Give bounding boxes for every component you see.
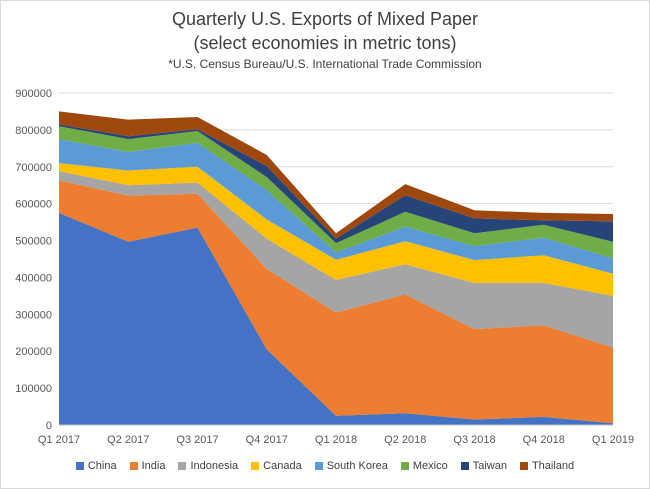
y-tick-label: 600000: [15, 199, 52, 211]
area-china: [59, 212, 613, 425]
y-tick-label: 400000: [15, 272, 52, 284]
x-tick-label: Q2 2018: [384, 434, 426, 446]
legend-item: China: [75, 460, 117, 472]
y-tick-label: 0: [46, 420, 52, 432]
legend-swatch: [460, 462, 469, 470]
legend-label: South Korea: [326, 460, 388, 472]
legend-label: Mexico: [412, 460, 448, 472]
legend-item: South Korea: [314, 460, 388, 472]
x-tick-label: Q4 2018: [523, 434, 565, 446]
y-tick-label: 100000: [15, 383, 52, 395]
legend-item: Canada: [251, 460, 302, 472]
y-tick-label: 500000: [15, 236, 52, 248]
y-tick-label: 300000: [15, 309, 52, 321]
chart-source: *U.S. Census Bureau/U.S. International T…: [168, 57, 482, 71]
y-tick-label: 200000: [15, 346, 52, 358]
x-tick-label: Q3 2018: [453, 434, 495, 446]
y-tick-label: 900000: [15, 88, 52, 100]
legend-swatch: [519, 462, 528, 470]
legend-item: Mexico: [400, 460, 448, 472]
legend-swatch: [178, 462, 187, 470]
legend-label: Taiwan: [472, 460, 507, 472]
y-tick-label: 700000: [15, 162, 52, 174]
area-india: [59, 180, 613, 424]
x-tick-label: Q1 2019: [592, 434, 634, 446]
x-tick-label: Q1 2018: [315, 434, 357, 446]
chart-subtitle: (select economies in metric tons): [193, 33, 457, 53]
legend-item: Indonesia: [178, 460, 238, 472]
legend-label: India: [141, 460, 166, 472]
legend-item: Taiwan: [460, 460, 507, 472]
x-tick-label: Q2 2017: [107, 434, 149, 446]
legend-label: Canada: [263, 460, 302, 472]
legend-swatch: [251, 462, 260, 470]
chart-title: Quarterly U.S. Exports of Mixed Paper: [171, 9, 479, 29]
area-south-korea: [59, 139, 613, 274]
y-tick-label: 800000: [15, 125, 52, 137]
legend-swatch: [129, 462, 138, 470]
area-canada: [59, 163, 613, 296]
x-tick-label: Q4 2017: [246, 434, 288, 446]
legend-item: India: [129, 460, 166, 472]
legend-label: Indonesia: [190, 460, 239, 472]
x-tick-label: Q3 2017: [176, 434, 218, 446]
legend-swatch: [75, 462, 84, 470]
legend-label: China: [87, 460, 117, 472]
legend-swatch: [400, 462, 409, 470]
chart-legend: China India Indonesia Canada South Korea Mexi…: [1, 460, 649, 472]
area-mexico: [59, 126, 613, 259]
area-indonesia: [59, 171, 613, 348]
legend-item: Thailand: [519, 460, 575, 472]
area-taiwan: [59, 124, 613, 244]
x-tick-label: Q1 2017: [38, 434, 80, 446]
legend-swatch: [314, 462, 323, 470]
area-thailand: [59, 111, 613, 239]
legend-label: Thailand: [531, 460, 575, 472]
